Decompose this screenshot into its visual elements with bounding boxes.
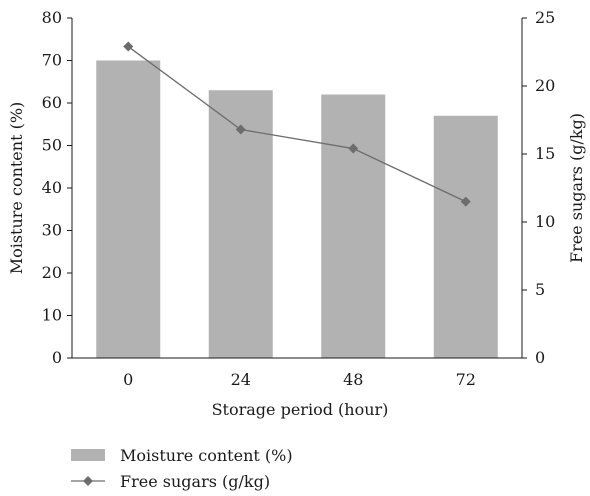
bar-moisture-48	[321, 94, 386, 358]
legend: Moisture content (%) Free sugars (g/kg)	[71, 446, 293, 491]
legend-swatch-moisture	[71, 449, 105, 461]
free-sugars-series	[123, 41, 471, 207]
y-tick-label-right: 20	[535, 76, 555, 95]
y-axis-title-left: Moisture content (%)	[7, 102, 26, 275]
y-tick-label-left: 70	[42, 51, 62, 70]
x-tick-label: 72	[456, 370, 476, 389]
y-tick-label-left: 10	[42, 306, 62, 325]
legend-label-moisture: Moisture content (%)	[120, 446, 293, 465]
moisture-bars	[96, 60, 498, 358]
y-tick-label-left: 50	[42, 136, 62, 155]
x-tick-label: 24	[231, 370, 251, 389]
y-tick-label-left: 30	[42, 221, 62, 240]
y-tick-label-right: 10	[535, 212, 555, 231]
bar-moisture-0	[96, 60, 161, 358]
x-tick-label: 0	[123, 370, 133, 389]
y-tick-label-right: 5	[535, 280, 545, 299]
y-tick-label-left: 40	[42, 178, 62, 197]
y-tick-label-left: 60	[42, 93, 62, 112]
y-axis-title-right: Free sugars (g/kg)	[567, 113, 586, 263]
point-free-sugars-48	[348, 143, 359, 154]
y-tick-label-right: 25	[535, 8, 555, 27]
x-axis-title: Storage period (hour)	[212, 400, 389, 419]
bar-moisture-72	[433, 115, 498, 358]
line-free-sugars	[127, 46, 467, 203]
point-free-sugars-24	[235, 124, 246, 135]
bar-moisture-24	[208, 90, 273, 358]
point-free-sugars-0	[123, 41, 134, 52]
tick-labels: 0 10 20 30 40 50 60 70 80 0 5 10 15 20 25 0 24 48 72	[42, 8, 556, 389]
y-tick-label-right: 15	[535, 144, 555, 163]
y-tick-label-right: 0	[535, 348, 545, 367]
legend-marker-free-sugars	[83, 476, 93, 486]
legend-label-free-sugars: Free sugars (g/kg)	[120, 472, 270, 491]
y-tick-label-left: 0	[52, 348, 62, 367]
point-free-sugars-72	[460, 196, 471, 207]
x-tick-label: 48	[343, 370, 363, 389]
y-tick-label-left: 80	[42, 8, 62, 27]
axes	[67, 17, 527, 359]
y-tick-label-left: 20	[42, 263, 62, 282]
